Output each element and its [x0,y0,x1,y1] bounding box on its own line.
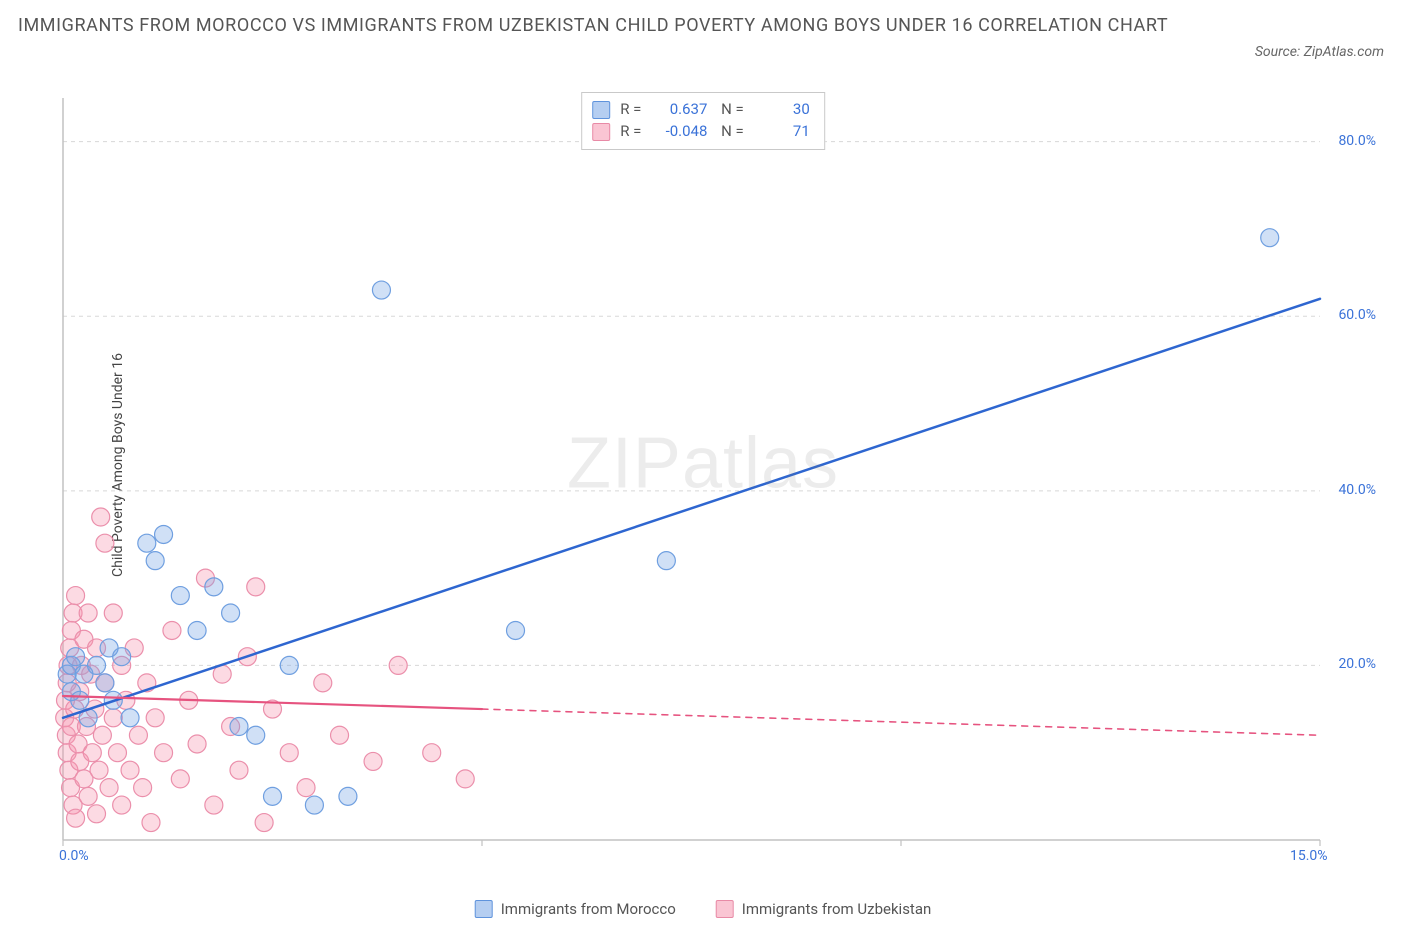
y-tick-label: 20.0% [1321,656,1376,672]
legend-item-uzbekistan: Immigrants from Uzbekistan [716,900,932,918]
legend-r-value-2: -0.048 [651,121,707,143]
legend-r-label: R = [620,99,641,121]
plot-svg [55,90,1380,870]
legend-label-uzbekistan: Immigrants from Uzbekistan [742,900,932,918]
x-tick-label: 0.0% [59,848,89,864]
legend-swatch-morocco [592,101,610,119]
legend-swatch-uzbekistan [592,123,610,141]
legend-series: Immigrants from Morocco Immigrants from … [475,900,932,918]
legend-r-label: R = [620,121,641,143]
legend-stats-row-1: R = 0.637 N = 30 [592,99,810,121]
legend-n-label: N = [717,121,743,143]
x-tick-label: 15.0% [1290,848,1328,864]
source-attribution: Source: ZipAtlas.com [1255,44,1384,60]
legend-stats: R = 0.637 N = 30 R = -0.048 N = 71 [581,92,825,150]
chart-title: IMMIGRANTS FROM MOROCCO VS IMMIGRANTS FR… [18,12,1186,40]
legend-swatch-morocco [475,900,493,918]
legend-stats-row-2: R = -0.048 N = 71 [592,121,810,143]
legend-swatch-uzbekistan [716,900,734,918]
legend-n-value-1: 30 [754,99,810,121]
legend-n-label: N = [717,99,743,121]
y-tick-label: 80.0% [1321,133,1376,149]
y-tick-label: 40.0% [1321,482,1376,498]
legend-item-morocco: Immigrants from Morocco [475,900,676,918]
y-tick-label: 60.0% [1321,307,1376,323]
legend-label-morocco: Immigrants from Morocco [501,900,676,918]
scatter-plot: 20.0% 40.0% 60.0% 80.0% 0.0% 15.0% [55,90,1380,870]
legend-n-value-2: 71 [754,121,810,143]
legend-r-value-1: 0.637 [651,99,707,121]
